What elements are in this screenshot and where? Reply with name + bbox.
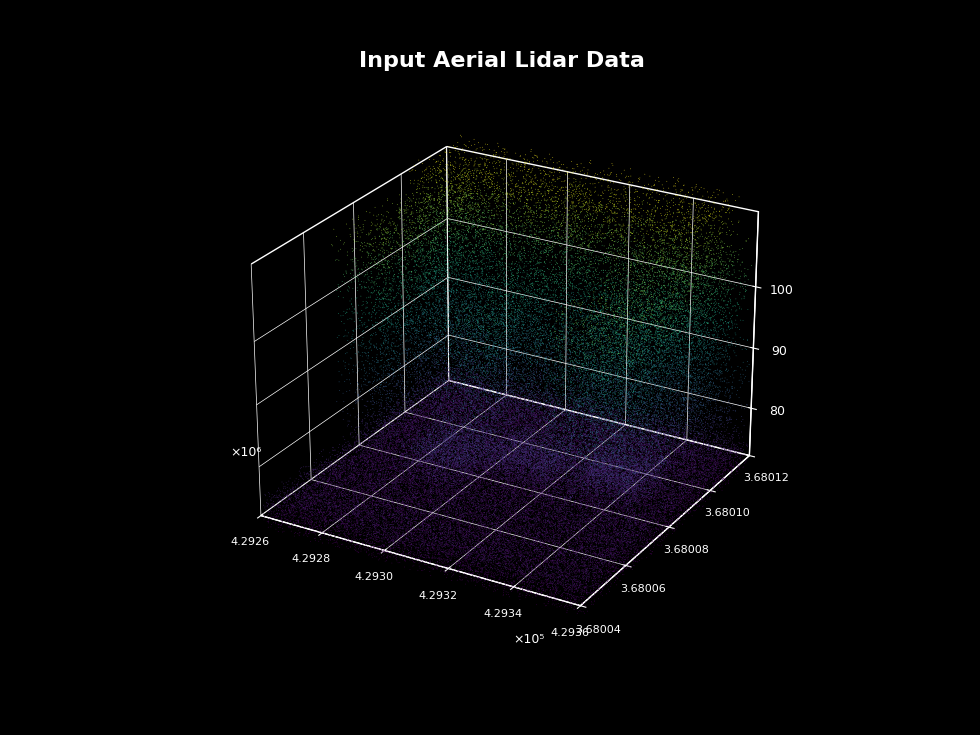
- Text: ×10⁶: ×10⁶: [230, 446, 262, 459]
- Title: Input Aerial Lidar Data: Input Aerial Lidar Data: [360, 51, 645, 71]
- Text: ×10⁵: ×10⁵: [514, 633, 545, 646]
